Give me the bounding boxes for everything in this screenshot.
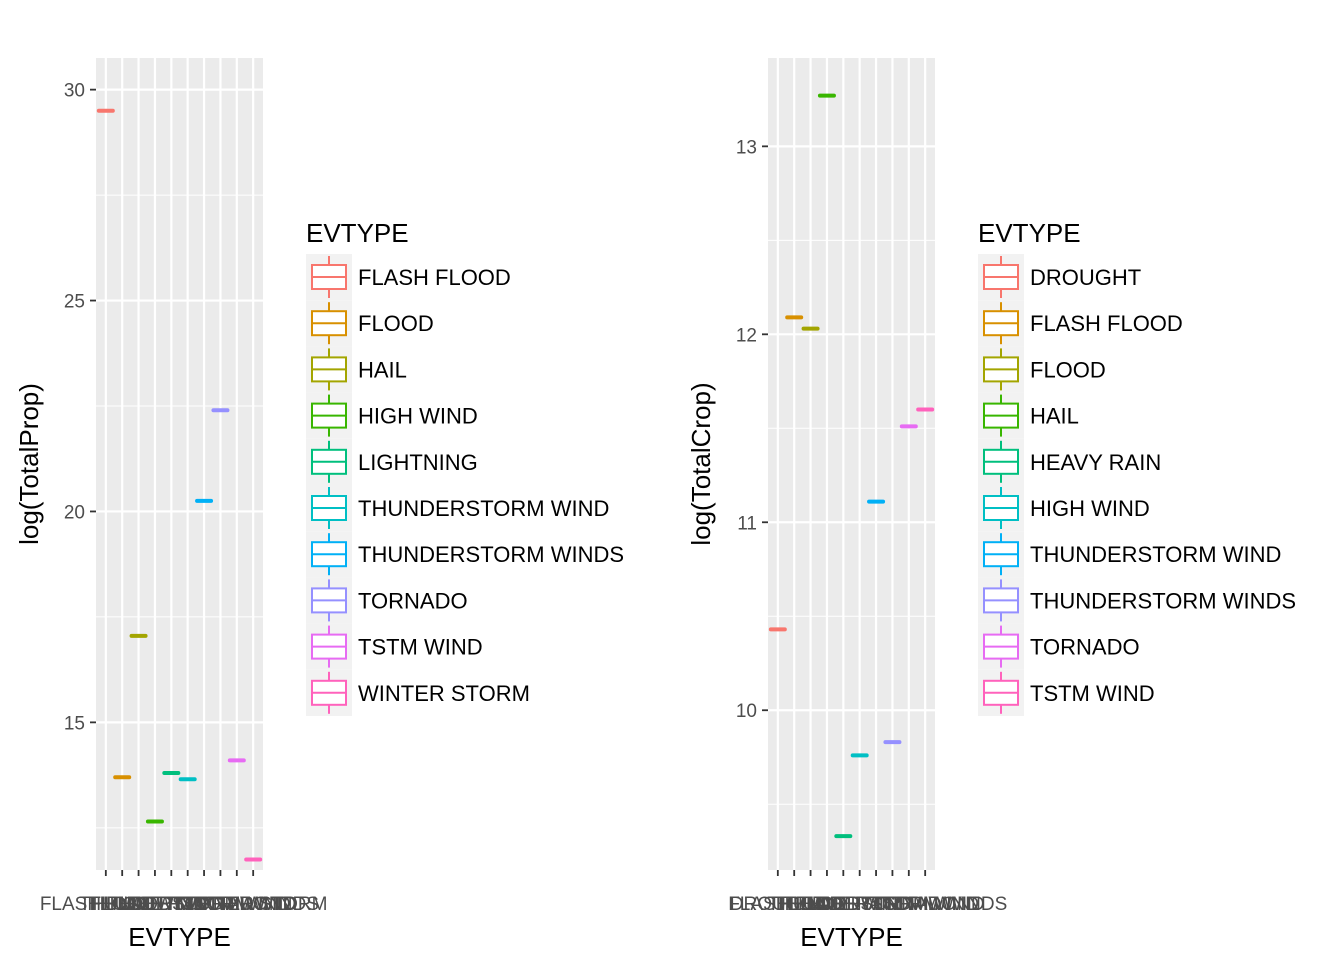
legend-key	[978, 300, 1024, 347]
y-tick-label: 30	[64, 81, 85, 102]
x-tick-label: FLASH FLOOD	[728, 894, 860, 915]
legend-label: FLOOD	[358, 311, 434, 336]
y-tick-label: 11	[737, 513, 757, 534]
legend-label: HIGH WIND	[358, 404, 478, 429]
legend-key	[306, 254, 352, 301]
legend-label: FLASH FLOOD	[358, 265, 511, 290]
legend-label: TORNADO	[1030, 635, 1140, 660]
legend-label: HIGH WIND	[1030, 496, 1150, 521]
legend-label: THUNDERSTORM WINDS	[358, 542, 624, 567]
legend-label: THUNDERSTORM WINDS	[1030, 588, 1296, 613]
legend-label: WINTER STORM	[358, 681, 530, 706]
x-tick-label: HIGH WIND	[103, 894, 206, 915]
legend-key	[978, 485, 1024, 532]
x-tick-label: TSTM WIND	[183, 894, 291, 915]
legend-title: EVTYPE	[978, 218, 1081, 248]
x-tick-label: FLASH FLOOD	[40, 894, 172, 915]
x-tick-label: WINTER STORM	[179, 894, 327, 915]
legend-key	[978, 254, 1024, 301]
x-tick-label: LIGHTNING	[120, 894, 223, 915]
legend-key	[306, 485, 352, 532]
x-tick-label: HEAVY RAIN	[787, 894, 900, 915]
legend-key	[978, 438, 1024, 485]
legend-label: DROUGHT	[1030, 265, 1141, 290]
y-tick-label: 20	[64, 502, 85, 523]
panel-background	[96, 58, 263, 870]
x-tick-label: FLOOD	[778, 894, 843, 915]
legend-title: EVTYPE	[306, 218, 409, 248]
x-tick-label: DROUGHT	[730, 894, 826, 915]
legend-label: FLASH FLOOD	[1030, 311, 1183, 336]
legend-key	[306, 346, 352, 393]
x-tick-label: HAIL	[117, 894, 159, 915]
legend-label: TSTM WIND	[1030, 681, 1155, 706]
x-tick-label: THUNDERSTORM WINDS	[778, 894, 1008, 915]
x-tick-label: FLOOD	[89, 894, 154, 915]
legend-label: HEAVY RAIN	[1030, 450, 1161, 475]
legend-key	[978, 346, 1024, 393]
legend-label: THUNDERSTORM WIND	[358, 496, 609, 521]
y-tick-label: 25	[64, 292, 85, 313]
legend-key	[306, 623, 352, 670]
legend-label: TSTM WIND	[358, 635, 483, 660]
y-axis-title: log(TotalCrop)	[686, 382, 716, 545]
legend-key	[978, 669, 1024, 716]
x-tick-label: HIGH WIND	[808, 894, 911, 915]
x-tick-label: THUNDERSTORM WIND	[79, 894, 296, 915]
x-tick-label: TSTM WIND	[871, 894, 979, 915]
legend-key	[306, 438, 352, 485]
x-tick-label: THUNDERSTORM WIND	[768, 894, 985, 915]
legend-label: LIGHTNING	[358, 450, 478, 475]
legend-label: TORNADO	[358, 588, 468, 613]
legend-label: HAIL	[358, 357, 407, 382]
legend-label: HAIL	[1030, 404, 1079, 429]
legend-key	[978, 392, 1024, 439]
x-tick-label: HAIL	[806, 894, 848, 915]
y-axis-title: log(TotalProp)	[14, 383, 44, 545]
legend-key	[306, 669, 352, 716]
legend-key	[978, 531, 1024, 578]
legend-key	[306, 531, 352, 578]
x-axis-title: EVTYPE	[128, 922, 231, 952]
y-tick-label: 15	[64, 713, 85, 734]
legend-key	[978, 577, 1024, 624]
legend-key	[306, 392, 352, 439]
panel-background	[768, 58, 935, 870]
y-tick-label: 10	[736, 701, 757, 722]
x-axis-title: EVTYPE	[800, 922, 903, 952]
legend-key	[978, 623, 1024, 670]
x-tick-label: TORNADO	[173, 894, 268, 915]
legend-key	[306, 577, 352, 624]
legend-key	[306, 300, 352, 347]
legend-label: THUNDERSTORM WIND	[1030, 542, 1281, 567]
y-tick-label: 12	[736, 325, 757, 346]
x-tick-label: TORNADO	[861, 894, 956, 915]
y-tick-label: 13	[736, 137, 757, 158]
x-tick-label: THUNDERSTORM WINDS	[89, 894, 319, 915]
legend-label: FLOOD	[1030, 357, 1106, 382]
